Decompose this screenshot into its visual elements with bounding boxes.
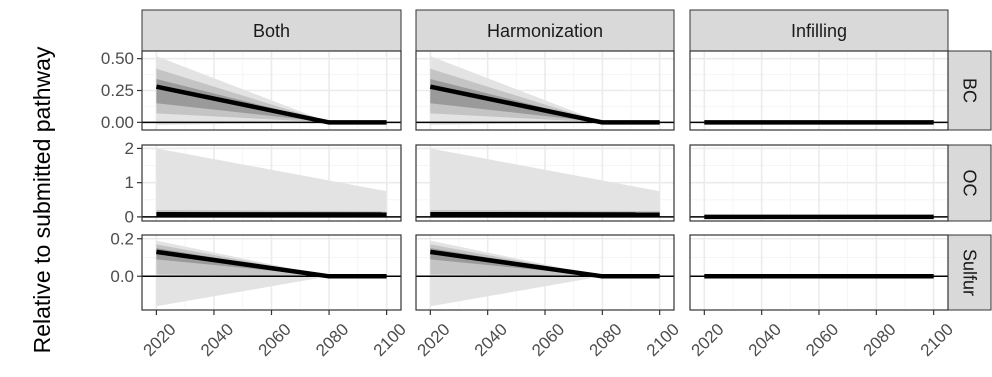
panel-harmonization-bc-median-line xyxy=(429,84,660,125)
y-tick-label: 2 xyxy=(125,139,134,158)
column-strip-harmonization xyxy=(415,9,675,52)
panel-infilling-bc-border xyxy=(689,50,949,131)
x-tick-label: 2040 xyxy=(471,320,511,360)
panel-both-bc-median-line xyxy=(155,84,387,125)
panel-harmonization-sulfur-median-line xyxy=(429,249,660,279)
panel-harmonization-bc xyxy=(415,50,675,131)
y-tick-label: 0.50 xyxy=(101,49,134,68)
panel-infilling-oc-border xyxy=(689,144,949,222)
panel-harmonization-oc-band-outer xyxy=(430,148,660,217)
x-tick-label: 2060 xyxy=(802,320,842,360)
x-tick-label: 2020 xyxy=(687,320,727,360)
x-tick-label: 2080 xyxy=(585,320,625,360)
x-tick-label: 2100 xyxy=(370,320,410,360)
y-axis-label: Relative to submitted pathway xyxy=(29,46,55,353)
x-tick-label: 2100 xyxy=(917,320,957,360)
y-tick-label: 0.2 xyxy=(110,229,134,248)
x-tick-label: 2080 xyxy=(859,320,899,360)
row-strip-label-bc: BC xyxy=(960,78,980,103)
y-tick-label: 0.0 xyxy=(110,267,134,286)
column-strip-label-harmonization: Harmonization xyxy=(487,21,603,41)
x-tick-label: 2040 xyxy=(197,320,237,360)
row-strip-bc xyxy=(947,50,992,131)
row-strip-label-oc: OC xyxy=(960,170,980,197)
y-tick-label: 0 xyxy=(125,207,134,226)
panel-both-bc xyxy=(141,50,402,131)
y-tick-label: 0.00 xyxy=(101,113,134,132)
column-strip-infilling xyxy=(689,9,949,52)
panel-infilling-oc xyxy=(689,144,949,222)
panel-harmonization-sulfur-band-mid xyxy=(430,244,660,277)
panel-harmonization-oc-border xyxy=(415,144,675,222)
y-tick-label: 0.25 xyxy=(101,81,134,100)
panel-both-sulfur xyxy=(141,234,402,311)
row-strip-oc xyxy=(947,144,992,222)
panel-both-oc-band-outer xyxy=(156,148,387,217)
panel-harmonization-sulfur-band-inner xyxy=(430,248,660,277)
x-tick-label: 2060 xyxy=(528,320,568,360)
x-tick-label: 2060 xyxy=(255,320,295,360)
column-strip-both xyxy=(141,9,402,52)
panel-both-bc-band-inner xyxy=(156,79,387,123)
panel-both-sulfur-median-line xyxy=(156,249,387,279)
panel-harmonization-sulfur xyxy=(415,234,675,311)
panel-harmonization-bc-band-inner xyxy=(430,79,660,123)
panel-infilling-sulfur xyxy=(689,234,949,311)
panel-both-sulfur-band-inner xyxy=(156,248,387,277)
x-tick-label: 2020 xyxy=(413,320,453,360)
x-tick-label: 2080 xyxy=(312,320,352,360)
column-strip-label-both: Both xyxy=(253,21,290,41)
column-strip-label-infilling: Infilling xyxy=(791,21,847,41)
x-tick-label: 2020 xyxy=(140,320,180,360)
panel-harmonization-bc-border xyxy=(415,50,675,131)
row-strip-label-sulfur: Sulfur xyxy=(960,249,980,296)
panel-both-sulfur-band-mid xyxy=(156,244,387,277)
panel-harmonization-oc xyxy=(415,144,675,222)
panel-both-oc xyxy=(141,144,402,222)
panel-infilling-bc xyxy=(689,50,949,131)
x-tick-label: 2100 xyxy=(643,320,683,360)
y-tick-label: 1 xyxy=(125,173,134,192)
x-tick-label: 2040 xyxy=(745,320,785,360)
